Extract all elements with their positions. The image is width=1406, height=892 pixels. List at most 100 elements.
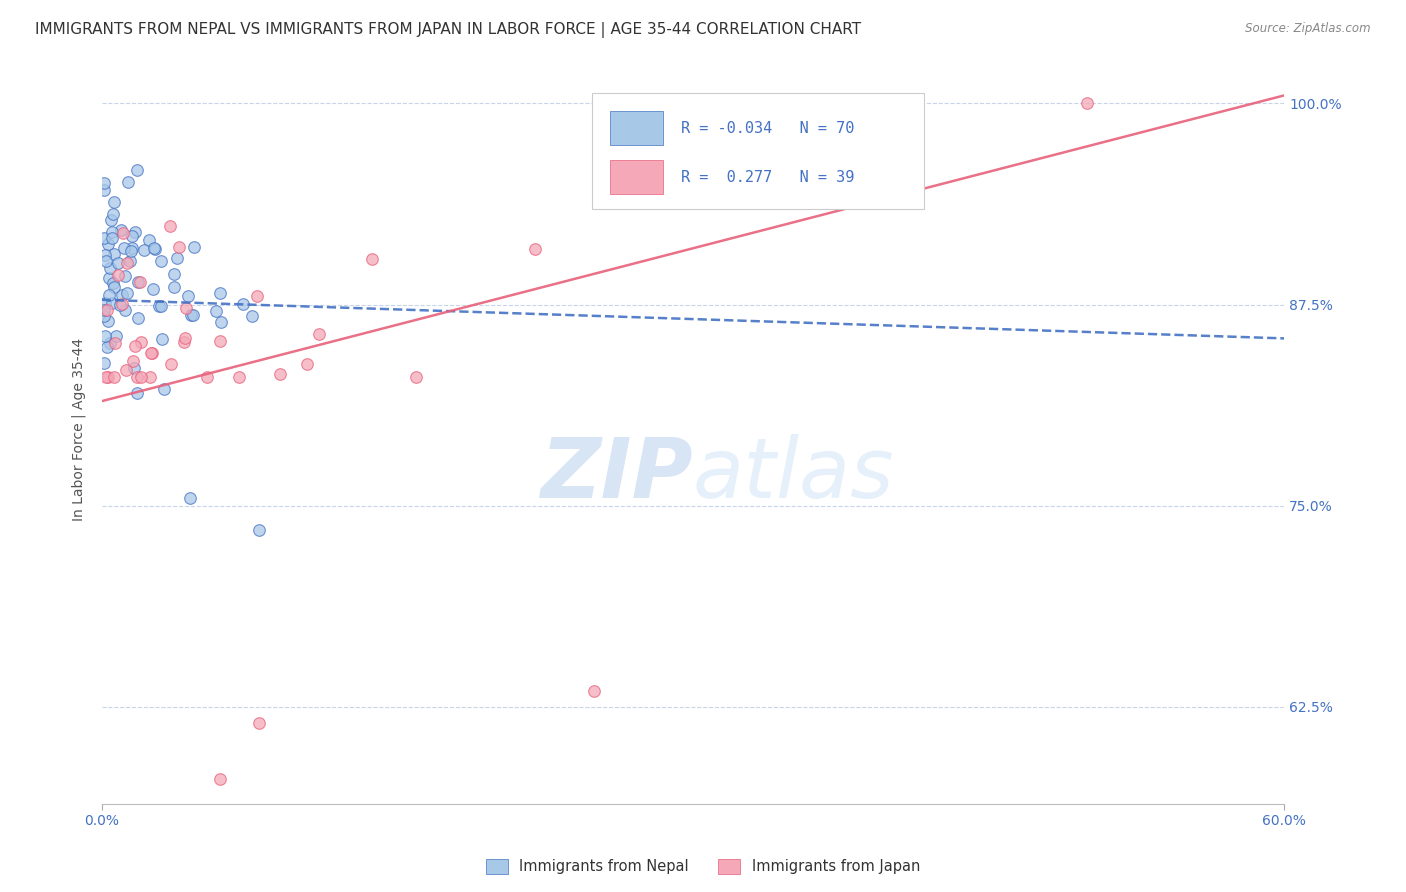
- Point: [143, 242, 166, 256]
- Point: [103, 280, 125, 294]
- Point: [129, 334, 152, 349]
- Point: [139, 345, 162, 359]
- Point: [269, 367, 291, 381]
- Point: [228, 370, 250, 384]
- Point: [114, 268, 136, 283]
- Point: [98, 335, 121, 350]
- Point: [180, 308, 202, 322]
- Point: [122, 361, 145, 376]
- Point: [208, 285, 231, 300]
- Point: [122, 353, 145, 368]
- Point: [138, 233, 160, 247]
- Point: [103, 336, 125, 351]
- Point: [103, 247, 125, 261]
- Point: [93, 356, 115, 370]
- Point: [148, 299, 170, 313]
- Text: R = -0.034   N = 70: R = -0.034 N = 70: [681, 121, 855, 136]
- Point: [183, 240, 205, 254]
- Point: [524, 242, 547, 256]
- Point: [177, 289, 200, 303]
- Point: [101, 231, 124, 245]
- Point: [93, 303, 115, 318]
- Point: [110, 223, 132, 237]
- Point: [160, 357, 183, 371]
- Point: [142, 281, 165, 295]
- Point: [94, 329, 117, 343]
- Legend: Immigrants from Nepal, Immigrants from Japan: Immigrants from Nepal, Immigrants from J…: [479, 853, 927, 880]
- Point: [129, 370, 152, 384]
- Point: [166, 251, 188, 265]
- Point: [247, 716, 270, 731]
- Point: [150, 254, 173, 268]
- Point: [125, 386, 148, 401]
- Point: [120, 244, 142, 258]
- Point: [197, 370, 219, 384]
- Point: [93, 176, 115, 190]
- Point: [173, 334, 195, 349]
- Point: [101, 225, 124, 239]
- Point: [583, 684, 606, 698]
- Point: [98, 271, 121, 285]
- Point: [1076, 96, 1098, 111]
- Point: [159, 219, 181, 233]
- Bar: [610, 160, 664, 194]
- Point: [124, 225, 146, 239]
- Point: [111, 287, 134, 301]
- Point: [163, 280, 186, 294]
- Point: [101, 276, 124, 290]
- Point: [163, 267, 186, 281]
- Point: [114, 302, 136, 317]
- Point: [240, 309, 263, 323]
- Point: [143, 241, 166, 255]
- Point: [94, 254, 117, 268]
- Point: [121, 228, 143, 243]
- Point: [93, 309, 115, 323]
- Point: [93, 183, 115, 197]
- Point: [94, 248, 117, 262]
- Point: [141, 345, 163, 359]
- Point: [97, 370, 120, 384]
- Point: [127, 163, 149, 178]
- Point: [110, 296, 132, 310]
- Text: atlas: atlas: [693, 434, 894, 515]
- Point: [179, 491, 201, 505]
- Point: [96, 340, 118, 354]
- Bar: [610, 112, 664, 145]
- Point: [93, 296, 115, 310]
- Point: [181, 308, 204, 322]
- Point: [97, 314, 120, 328]
- Text: IMMIGRANTS FROM NEPAL VS IMMIGRANTS FROM JAPAN IN LABOR FORCE | AGE 35-44 CORREL: IMMIGRANTS FROM NEPAL VS IMMIGRANTS FROM…: [35, 22, 862, 38]
- Text: Source: ZipAtlas.com: Source: ZipAtlas.com: [1246, 22, 1371, 36]
- Point: [246, 289, 269, 303]
- Point: [150, 299, 173, 313]
- Point: [112, 241, 135, 255]
- Point: [129, 275, 152, 289]
- Point: [209, 334, 232, 348]
- Point: [96, 303, 118, 318]
- Point: [103, 194, 125, 209]
- Point: [118, 254, 141, 268]
- Point: [174, 331, 197, 345]
- Point: [209, 315, 232, 329]
- Point: [117, 175, 139, 189]
- Y-axis label: In Labor Force | Age 35-44: In Labor Force | Age 35-44: [72, 338, 86, 521]
- Point: [98, 287, 121, 301]
- Point: [208, 772, 231, 787]
- Point: [112, 227, 135, 241]
- Point: [115, 363, 138, 377]
- Point: [152, 382, 174, 396]
- Point: [94, 370, 117, 384]
- Point: [167, 240, 190, 254]
- Point: [308, 326, 330, 341]
- Point: [93, 231, 115, 245]
- Point: [104, 329, 127, 343]
- Point: [107, 256, 129, 270]
- Point: [98, 260, 121, 275]
- Point: [101, 207, 124, 221]
- Point: [205, 303, 228, 318]
- Point: [107, 268, 129, 282]
- Point: [232, 297, 254, 311]
- FancyBboxPatch shape: [592, 93, 924, 209]
- Point: [139, 370, 162, 384]
- Text: ZIP: ZIP: [540, 434, 693, 515]
